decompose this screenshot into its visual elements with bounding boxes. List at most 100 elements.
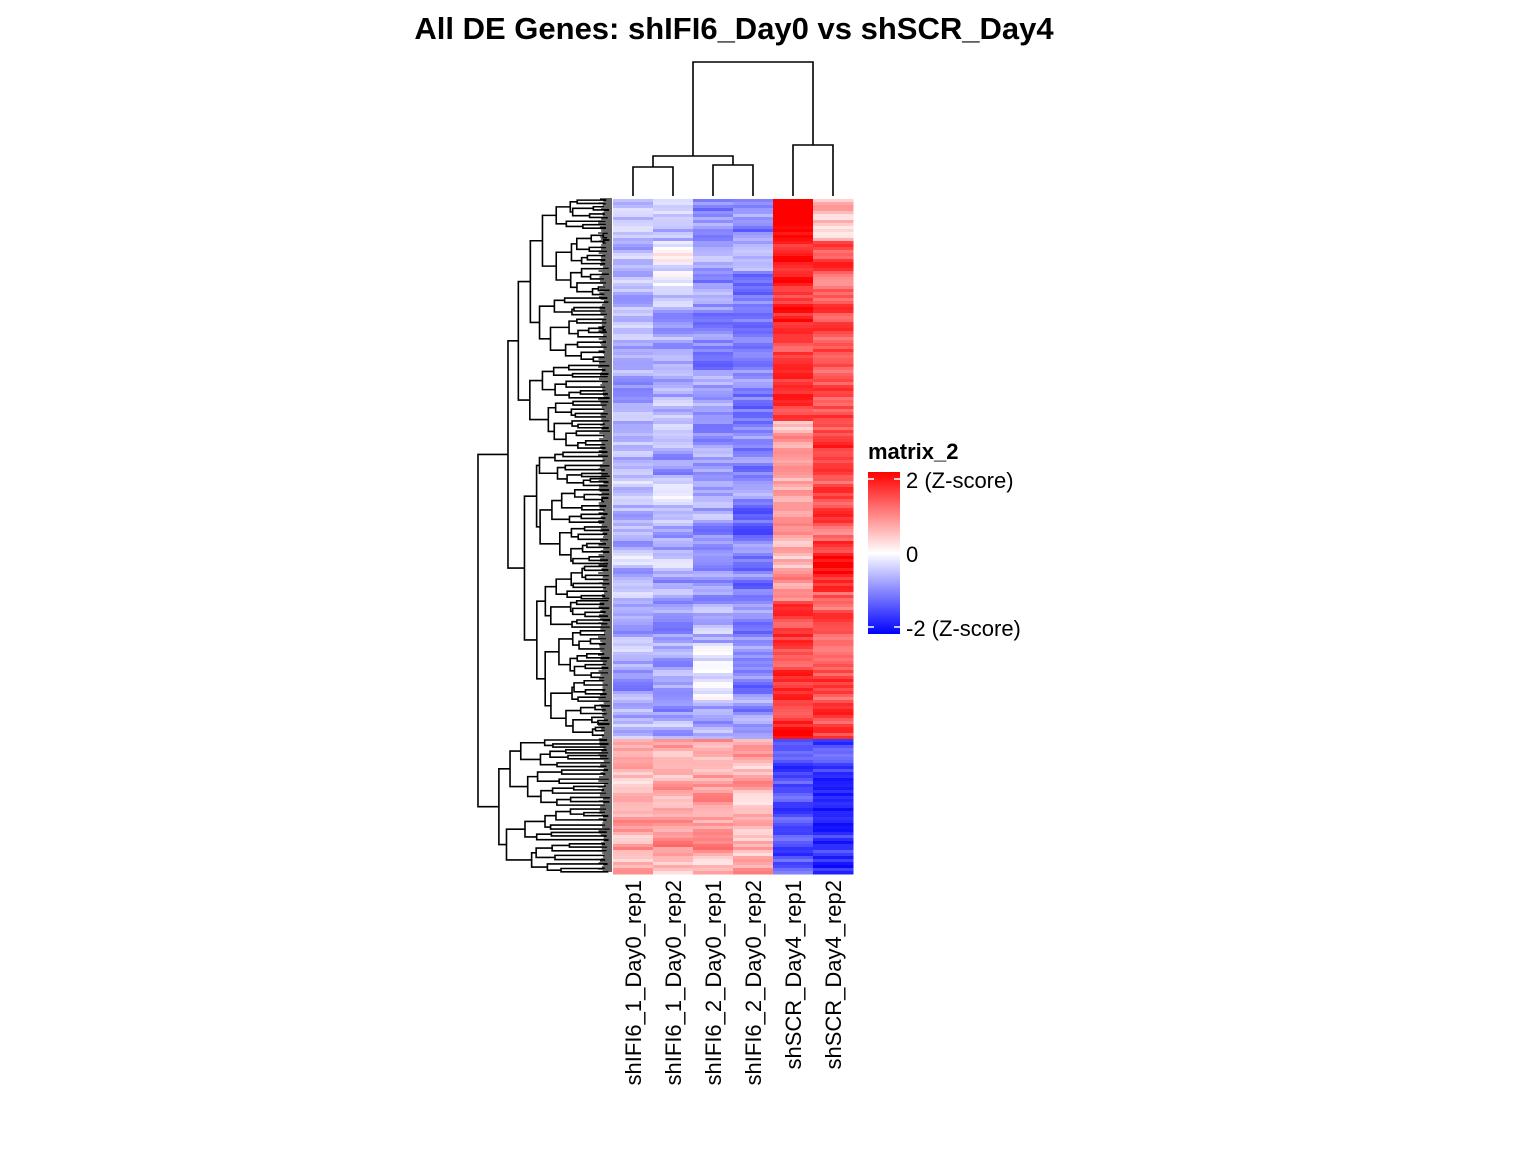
heatmap-cell	[733, 709, 774, 713]
heatmap-cell	[733, 223, 774, 227]
heatmap-cell	[813, 802, 854, 806]
heatmap-cell	[733, 490, 774, 494]
column-label-shIFI6_1_Day0_rep1: shIFI6_1_Day0_rep1	[621, 880, 646, 1085]
heatmap-cell	[693, 583, 734, 587]
heatmap-cell	[773, 820, 814, 824]
heatmap-cell	[693, 412, 734, 416]
heatmap-cell	[733, 739, 774, 743]
heatmap-cell	[813, 511, 854, 515]
heatmap-cell	[813, 472, 854, 476]
heatmap-cell	[813, 310, 854, 314]
heatmap-cell	[773, 592, 814, 596]
heatmap-cell	[733, 838, 774, 842]
heatmap-cell	[693, 850, 734, 854]
heatmap-cell	[773, 478, 814, 482]
heatmap-cell	[773, 229, 814, 233]
heatmap-cell	[773, 202, 814, 206]
heatmap-cell	[613, 676, 654, 680]
heatmap-cell	[653, 745, 694, 749]
heatmap-cell	[653, 610, 694, 614]
heatmap-cell	[693, 718, 734, 722]
row-dendrogram	[477, 198, 612, 873]
heatmap-cell	[613, 724, 654, 728]
heatmap-cell	[733, 514, 774, 518]
heatmap-cell	[733, 487, 774, 491]
heatmap-cell	[773, 604, 814, 608]
heatmap-cell	[773, 553, 814, 557]
heatmap-cell	[773, 781, 814, 785]
heatmap-cell	[613, 694, 654, 698]
heatmap-cell	[773, 763, 814, 767]
heatmap-cell	[813, 418, 854, 422]
heatmap-cell	[773, 625, 814, 629]
heatmap-cell	[693, 640, 734, 644]
heatmap-cell	[773, 565, 814, 569]
heatmap-cell	[653, 739, 694, 743]
heatmap-cell	[693, 466, 734, 470]
row-dendro-branch	[544, 650, 559, 707]
heatmap-cell	[693, 265, 734, 269]
heatmap-cell	[733, 844, 774, 848]
heatmap-cell	[733, 481, 774, 485]
heatmap-cell	[733, 841, 774, 845]
heatmap-cell	[773, 619, 814, 623]
heatmap-cell	[653, 556, 694, 560]
heatmap-cell	[773, 697, 814, 701]
heatmap-cell	[693, 733, 734, 737]
heatmap-cell	[773, 832, 814, 836]
heatmap-cell	[693, 832, 734, 836]
heatmap-cell	[653, 661, 694, 665]
heatmap-cell	[733, 619, 774, 623]
heatmap-cell	[773, 226, 814, 230]
heatmap-cell	[813, 685, 854, 689]
heatmap-cell	[733, 472, 774, 476]
heatmap-cell	[773, 616, 814, 620]
heatmap-cell	[773, 391, 814, 395]
heatmap-cell	[733, 493, 774, 497]
heatmap-cell	[773, 301, 814, 305]
col-dendro-branch	[712, 164, 754, 196]
heatmap-cell	[693, 610, 734, 614]
heatmap-cell	[693, 364, 734, 368]
heatmap-cell	[613, 235, 654, 239]
row-dendro-branch	[569, 601, 577, 613]
legend-tick-low: -2 (Z-score)	[906, 616, 1021, 641]
heatmap-cell	[813, 862, 854, 866]
row-dendro-branch	[572, 719, 593, 733]
heatmap-cell	[653, 295, 694, 299]
heatmap-cell	[733, 343, 774, 347]
heatmap-cell	[653, 238, 694, 242]
heatmap-cell	[773, 577, 814, 581]
heatmap-cell	[653, 796, 694, 800]
heatmap-cell	[693, 487, 734, 491]
column-dendrogram	[632, 61, 834, 196]
heatmap-cell	[733, 754, 774, 758]
heatmap-cell	[733, 763, 774, 767]
heatmap-cell	[813, 622, 854, 626]
heatmap-cell	[613, 820, 654, 824]
heatmap-cell	[613, 862, 654, 866]
heatmap-cell	[773, 451, 814, 455]
heatmap-cell	[813, 229, 854, 233]
heatmap-cell	[653, 673, 694, 677]
heatmap-cell	[613, 337, 654, 341]
heatmap-cell	[613, 463, 654, 467]
heatmap-cell	[773, 463, 814, 467]
heatmap-cell	[613, 841, 654, 845]
heatmap-cell	[653, 547, 694, 551]
heatmap-cell	[693, 634, 734, 638]
row-dendro-branch	[526, 775, 541, 798]
heatmap-cell	[813, 535, 854, 539]
heatmap-cell	[773, 721, 814, 725]
heatmap-cell	[613, 745, 654, 749]
heatmap-cell	[773, 238, 814, 242]
heatmap-cell	[813, 616, 854, 620]
heatmap-cell	[693, 838, 734, 842]
heatmap-cell	[773, 811, 814, 815]
heatmap-cell	[733, 391, 774, 395]
row-dendro-branch	[530, 851, 548, 868]
heatmap-cell	[773, 388, 814, 392]
heatmap-cell	[693, 811, 734, 815]
heatmap-cell	[773, 709, 814, 713]
heatmap-cell	[653, 493, 694, 497]
